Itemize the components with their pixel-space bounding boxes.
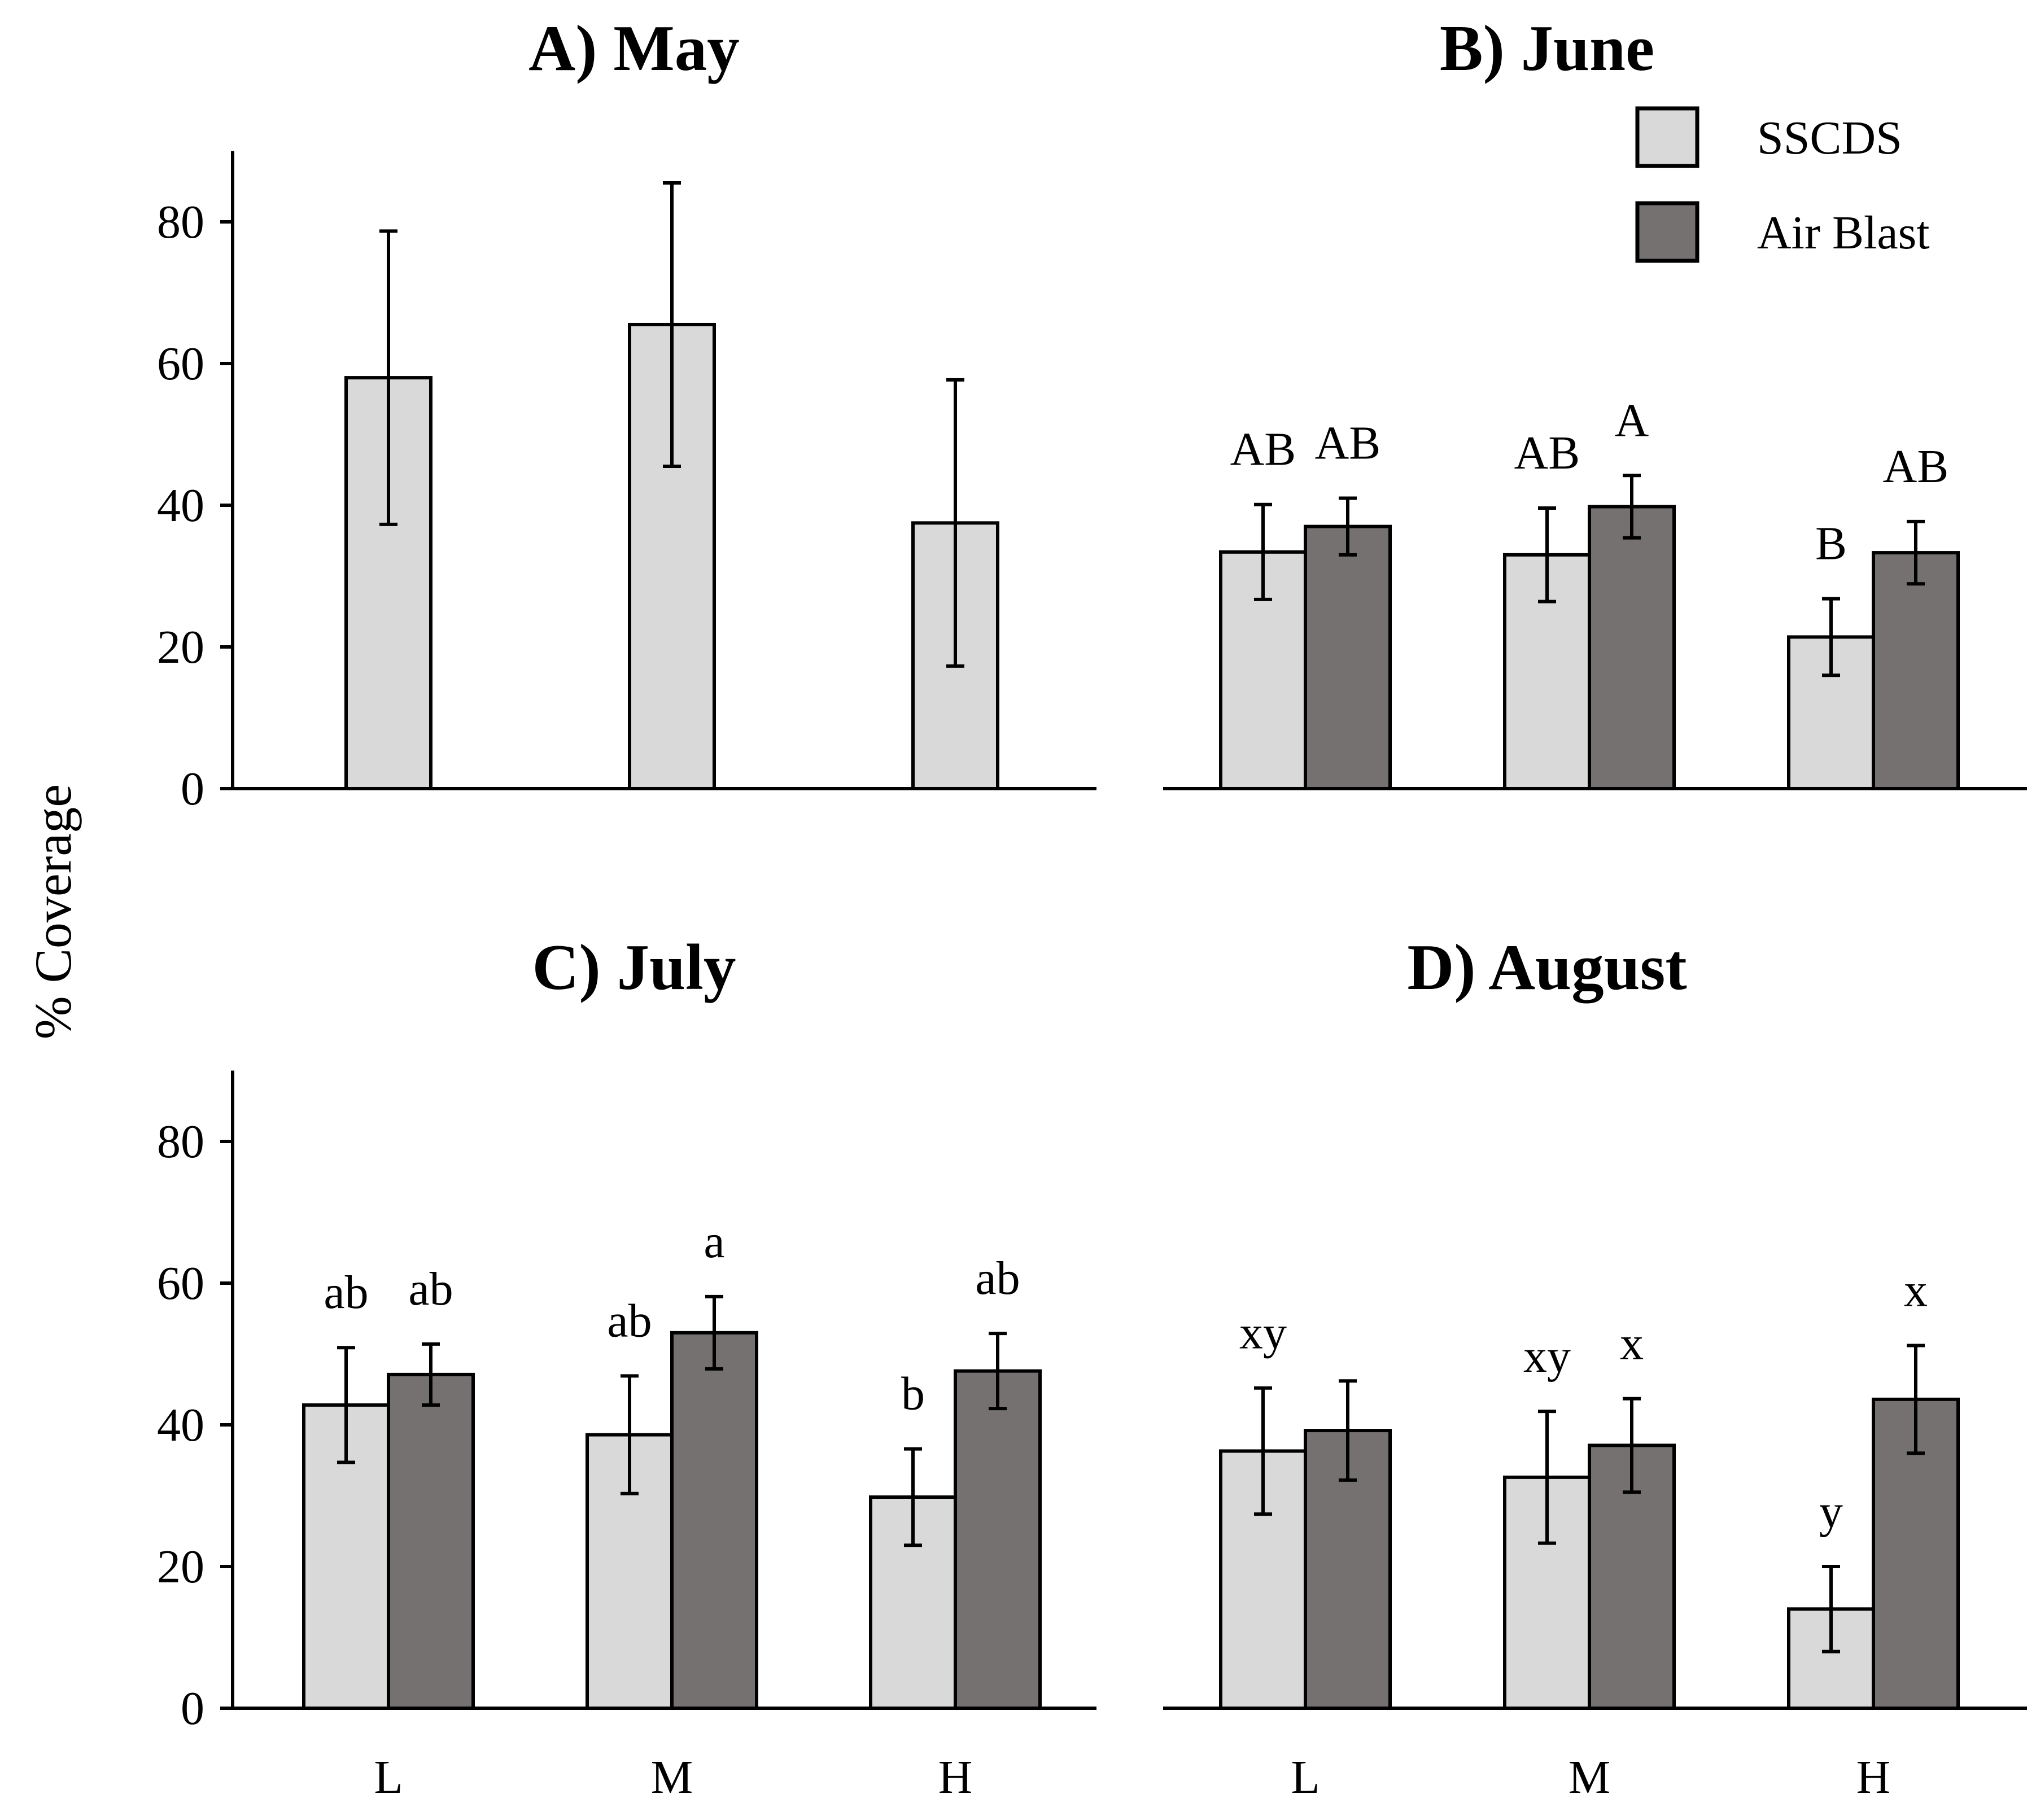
error-bar [946,378,964,668]
bar-air-blast-M [1588,1443,1676,1710]
error-bar [1254,502,1272,601]
error-bar [1907,1344,1925,1455]
error-bar [904,1447,922,1547]
panel-title: D) August [1407,931,1687,1003]
error-bar [1339,496,1357,557]
panel-title: A) May [528,12,740,84]
significance-letter: xy [1523,1330,1571,1383]
significance-letter: AB [1315,417,1381,469]
significance-letter: b [901,1368,925,1420]
legend-label: SSCDS [1757,112,1902,164]
legend-swatch-air-blast [1635,201,1699,263]
error-bar [1339,1379,1357,1482]
x-category-label: H [1856,1751,1891,1804]
error-bar [1538,1410,1556,1545]
y-tick-label: 60 [157,1257,204,1310]
error-bar [1254,1386,1272,1516]
significance-letter: x [1904,1264,1928,1316]
x-category-label: L [1291,1751,1320,1804]
significance-letter: A [1615,394,1649,447]
significance-letter: ab [607,1294,652,1347]
error-bar [1907,519,1925,586]
error-bar [337,1346,355,1464]
error-bar [422,1342,440,1407]
x-category-label: L [374,1751,403,1804]
significance-letter: a [704,1215,724,1268]
y-tick-label: 20 [157,1541,204,1593]
y-tick-label: 40 [157,479,204,532]
significance-letter: ab [975,1252,1020,1305]
bar-air-blast-M [670,1331,758,1710]
panel-1: A) May 0 20 40 60 80 [157,12,1096,815]
bar-air-blast-L [387,1372,475,1710]
y-tick-label: 20 [157,621,204,673]
y-axis-title: % Coverage [24,784,82,1039]
y-tick-label: 60 [157,338,204,390]
bar-air-blast-H [954,1369,1042,1710]
significance-letter: ab [408,1263,453,1315]
panel-title: C) July [532,931,736,1003]
error-bar [621,1374,639,1495]
significance-letter: AB [1514,427,1580,479]
error-bar [1538,506,1556,603]
y-tick-label: 0 [181,1682,204,1735]
legend-label: Air Blast [1757,207,1930,259]
error-bar [989,1332,1007,1411]
error-bar [379,229,397,526]
error-bar [663,181,681,468]
significance-letter: y [1819,1485,1843,1538]
legend-swatch-sscds [1635,106,1699,168]
y-tick-label: 80 [157,1115,204,1168]
legend: SSCDS Air Blast [1635,106,1930,263]
significance-letter: x [1620,1318,1644,1370]
bar-air-blast-M [1588,505,1676,790]
panel-title: B) June [1440,12,1654,84]
x-category-label: H [938,1751,973,1804]
significance-letter: AB [1883,440,1949,493]
error-bar [705,1294,723,1371]
bar-air-blast-L [1304,524,1392,791]
bar-air-blast-H [1872,551,1960,791]
significance-letter: xy [1239,1307,1287,1359]
error-bar [1623,474,1641,540]
y-tick-label: 80 [157,196,204,248]
significance-letter: AB [1230,423,1296,476]
panels: A) May 0 20 40 60 80 B) June AB AB B AB A AB C) July a… [157,12,2027,1804]
y-tick-label: 40 [157,1399,204,1451]
error-bar [1822,597,1840,677]
panel-4: D) August xy xy y x x L M H [1163,931,2027,1804]
error-bar [1822,1565,1840,1653]
significance-letter: B [1815,518,1847,570]
error-bar [1623,1397,1641,1494]
y-tick-label: 0 [181,763,204,815]
significance-letter: ab [324,1266,368,1319]
panel-2: B) June AB AB B AB A AB [1163,12,2027,791]
x-category-label: M [651,1751,693,1804]
x-category-label: M [1568,1751,1611,1804]
